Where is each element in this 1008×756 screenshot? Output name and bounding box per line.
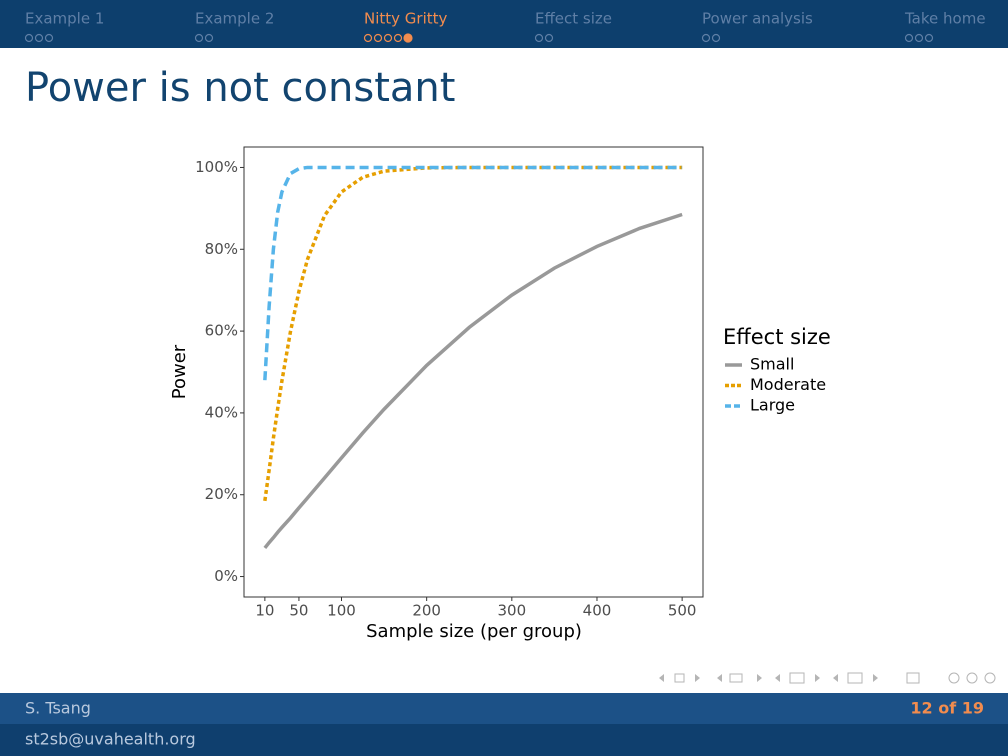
legend-label: Moderate [750, 375, 826, 394]
nav-frame-dot[interactable] [544, 33, 554, 43]
nav-frame-dot[interactable] [914, 33, 924, 43]
nav-frame-dot[interactable] [924, 33, 934, 43]
nav-frame-dot[interactable] [34, 33, 44, 43]
x-axis-label: Sample size (per group) [366, 621, 582, 642]
nav-frame-dot[interactable] [363, 33, 373, 43]
nav-bar [0, 0, 1008, 48]
x-tick-label: 50 [289, 602, 308, 620]
nav-frame-dot[interactable] [383, 33, 393, 43]
nav-section[interactable]: Effect size [535, 10, 612, 28]
y-tick-label: 40% [205, 403, 238, 421]
nav-frame-dot[interactable] [403, 33, 413, 43]
nav-frame-dot[interactable] [204, 33, 214, 43]
nav-frame-dot[interactable] [194, 33, 204, 43]
nav-frame-dot[interactable] [534, 33, 544, 43]
legend-label: Large [750, 396, 795, 415]
nav-frame-dot[interactable] [44, 33, 54, 43]
footer-bar-lower [0, 724, 1008, 756]
y-axis-label: Power [169, 344, 190, 399]
nav-section[interactable]: Nitty Gritty [364, 10, 448, 28]
x-tick-label: 500 [668, 602, 697, 620]
legend-title: Effect size [723, 325, 831, 349]
legend-label: Small [750, 355, 794, 374]
nav-section[interactable]: Example 1 [25, 10, 104, 28]
nav-section[interactable]: Example 2 [195, 10, 274, 28]
nav-frame-dot[interactable] [373, 33, 383, 43]
y-tick-label: 0% [214, 567, 238, 585]
x-tick-label: 10 [255, 602, 274, 620]
x-tick-label: 400 [583, 602, 612, 620]
footer-bar [0, 693, 1008, 724]
footer-author: S. Tsang [25, 699, 91, 718]
x-tick-label: 200 [412, 602, 441, 620]
page-number: 12 of 19 [910, 699, 984, 718]
x-tick-label: 300 [498, 602, 527, 620]
y-tick-label: 100% [195, 158, 238, 176]
plot-panel [243, 146, 704, 598]
y-tick-label: 20% [205, 485, 238, 503]
footer-email: st2sb@uvahealth.org [25, 730, 196, 749]
nav-symbols [659, 672, 996, 684]
series-line [263, 165, 683, 502]
y-tick-label: 60% [205, 322, 238, 340]
nav-section[interactable]: Take home [904, 10, 986, 28]
slide-title: Power is not constant [25, 65, 455, 111]
nav-frame-dot[interactable] [904, 33, 914, 43]
nav-frame-dot[interactable] [393, 33, 403, 43]
y-tick-label: 80% [205, 240, 238, 258]
x-tick-label: 100 [327, 602, 356, 620]
nav-section[interactable]: Power analysis [702, 10, 813, 28]
nav-frame-dot[interactable] [711, 33, 721, 43]
series-line [263, 212, 683, 550]
series-line [263, 165, 683, 381]
nav-frame-dot[interactable] [701, 33, 711, 43]
nav-frame-dot[interactable] [24, 33, 34, 43]
